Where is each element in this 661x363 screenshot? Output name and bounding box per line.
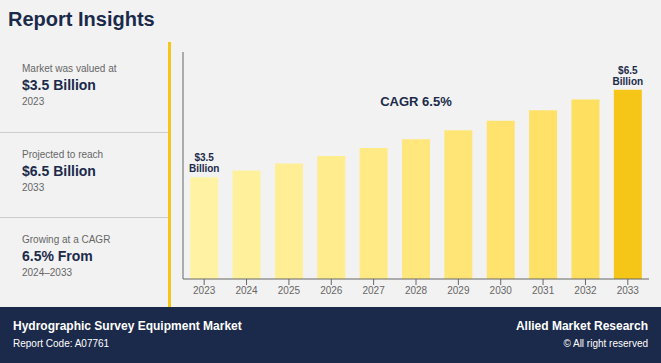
svg-text:2029: 2029 xyxy=(447,285,470,296)
svg-text:2026: 2026 xyxy=(320,285,343,296)
svg-text:$6.5Billion: $6.5Billion xyxy=(613,65,644,87)
html-text:Market was valued at: Market was valued at xyxy=(22,63,117,74)
svg-text:$3.5Billion: $3.5Billion xyxy=(189,152,220,174)
svg-text:2024: 2024 xyxy=(235,285,258,296)
html-text:Projected to reach: Projected to reach xyxy=(22,149,104,160)
html-text:CAGR 6.5%: CAGR 6.5% xyxy=(380,94,452,109)
html-text:$6.5 Billion: $6.5 Billion xyxy=(22,163,96,179)
html-text:$3.5 Billion: $3.5 Billion xyxy=(22,77,96,93)
svg-text:2023: 2023 xyxy=(193,285,216,296)
html-text:2024–2033: 2024–2033 xyxy=(22,267,73,278)
svg-text:2025: 2025 xyxy=(278,285,301,296)
svg-text:2030: 2030 xyxy=(490,285,513,296)
html-text:© All right reserved: © All right reserved xyxy=(563,338,648,349)
svg-text:2033: 2033 xyxy=(617,285,640,296)
html-text:Allied Market Research: Allied Market Research xyxy=(515,319,648,333)
html-text:2033: 2033 xyxy=(22,182,45,193)
svg-text:2028: 2028 xyxy=(405,285,428,296)
svg-text:2031: 2031 xyxy=(532,285,555,296)
svg-text:2027: 2027 xyxy=(363,285,386,296)
html-text:Report Insights: Report Insights xyxy=(8,8,155,30)
svg-text:2032: 2032 xyxy=(574,285,597,296)
html-text:6.5% From: 6.5% From xyxy=(22,248,93,264)
html-text:Report Code: A07761: Report Code: A07761 xyxy=(13,338,110,349)
html-text:2023: 2023 xyxy=(22,96,45,107)
html-text:Growing at a CAGR: Growing at a CAGR xyxy=(22,234,111,245)
html-text:Hydrographic Survey Equipment: Hydrographic Survey Equipment Market xyxy=(13,319,242,333)
